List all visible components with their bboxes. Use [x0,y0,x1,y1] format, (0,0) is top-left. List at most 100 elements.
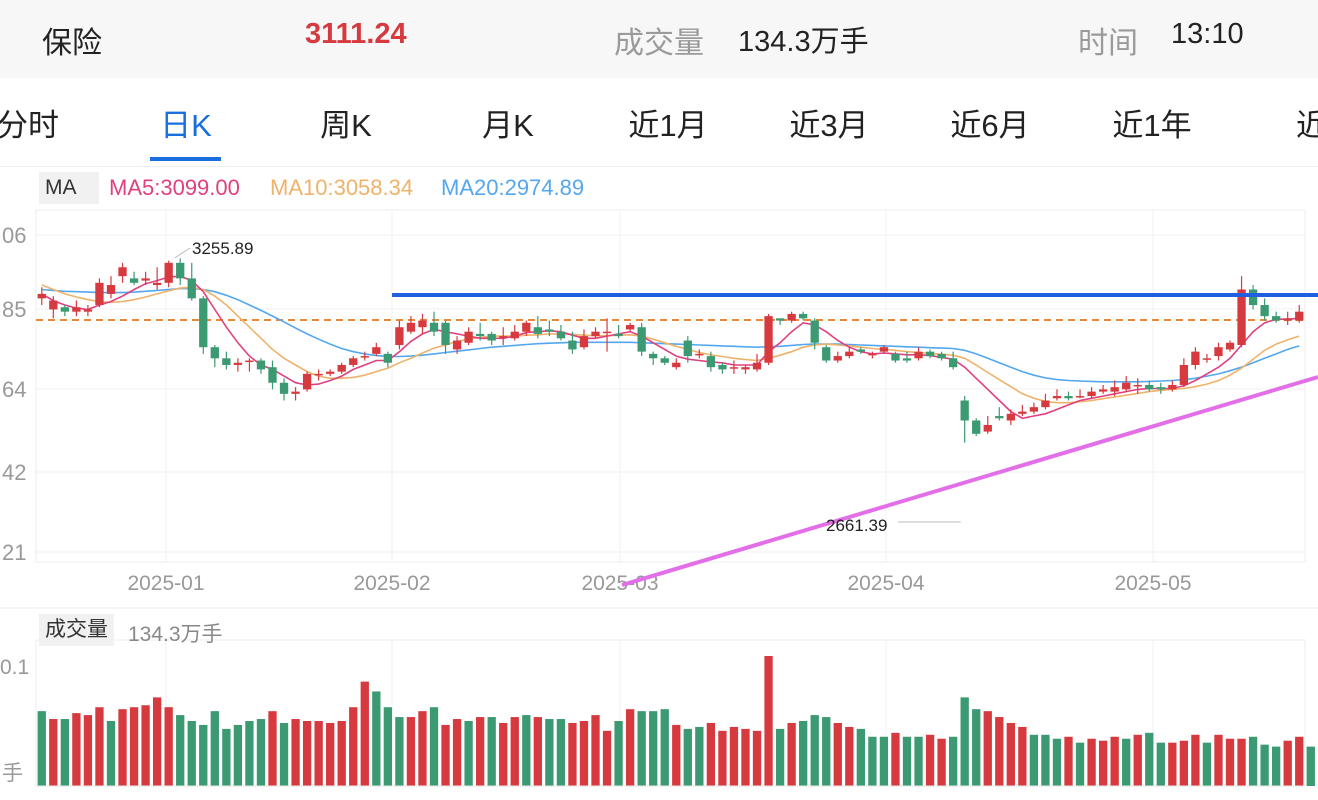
volume-bar [464,721,473,786]
candle-body [822,347,831,361]
candle-body [1214,347,1223,357]
low-annotation: 2661.39 [826,516,887,535]
tab-intraday[interactable]: 分时 [0,108,59,143]
tab-6-months[interactable]: 近6月 [950,108,1030,143]
tab-1-year[interactable]: 近1年 [1112,108,1192,143]
volume-bar [372,691,381,786]
candle-body [383,353,393,363]
candle-body [868,353,877,356]
candle-body [879,347,889,352]
tab-1-month[interactable]: 近1月 [628,108,708,143]
ma20-line [41,287,1300,383]
candle-body [683,340,692,357]
candle-body [1029,407,1039,412]
candle-body [464,331,473,343]
volume-bar [937,738,946,786]
volume-bar [1191,734,1200,786]
volume-bar [891,732,900,786]
volume-bar [660,709,669,786]
active-tab-indicator [150,157,221,161]
volume-bar [706,722,716,786]
candle-body [487,333,496,341]
tab-monthly-k[interactable]: 月K [482,108,534,143]
candle-body [845,351,854,357]
volume-bar [948,736,958,786]
candle-body [1098,389,1108,392]
volume-bar [233,724,243,786]
volume-bar [868,736,877,786]
candle-body [1225,342,1235,350]
volume-bar [925,734,935,786]
candle-body [1110,387,1119,392]
volume-bar [1283,740,1292,786]
volume-bar [210,711,219,786]
candle-body [568,340,577,350]
volume-bar [672,724,681,786]
volume-bar [649,711,658,786]
volume-bar [383,707,393,786]
candle-body [764,316,773,363]
candle-body [695,353,704,356]
candle-body [729,367,739,369]
x-tick-label: 2025-03 [581,572,658,595]
y-tick-label: 21 [2,540,26,565]
candle-body [914,351,923,359]
candle-body [187,278,196,299]
volume-bar [695,726,704,786]
volume-bar [614,721,623,786]
volume-bar [833,722,842,786]
tab-3-months[interactable]: 近3月 [789,108,869,143]
candle-body [1041,400,1050,408]
y-tick-label: 06 [2,223,26,248]
volume-bar [1225,738,1235,786]
price-plot-frame [35,209,1306,563]
candle-body [95,282,104,306]
volume-bar [245,721,254,786]
quote-header: 保险 3111.24 成交量 134.3万手 时间 13:10 [0,0,1318,78]
volume-bar [741,728,750,786]
candle-body [902,358,912,361]
candle-body [937,353,946,359]
volume-bar [845,726,854,786]
volume-bar [602,730,612,786]
volume-bar [499,722,508,786]
tab-weekly-k[interactable]: 周K [320,108,372,143]
index-name: 保险 [42,27,102,60]
volume-bar [176,715,185,786]
ma10-value: MA10:3058.34 [270,175,414,200]
volume-bar [314,721,323,786]
volume-bar [556,719,566,786]
candle-body [1122,382,1131,390]
volume-bar [475,717,485,786]
volume-panel-tag[interactable]: 成交量 [39,614,114,646]
volume-bar [418,711,427,786]
candle-body [948,358,958,368]
candle-body [302,373,312,390]
volume-bar [326,722,335,786]
candle-body [706,356,716,368]
candle-body [718,364,727,370]
candle-body [337,364,346,372]
volume-bar [106,721,116,786]
volume-bar [429,707,439,786]
x-tick-label: 2025-05 [1114,572,1191,595]
tab-daily-k[interactable]: 日K [160,108,212,143]
candle-body [83,309,93,312]
volume-bar [856,728,866,786]
ma-selector[interactable]: MA [39,172,99,204]
candle-body [372,347,381,354]
tab-3-years[interactable]: 近3 [1296,108,1318,143]
candle-body [429,322,439,332]
volume-bar [1006,722,1015,786]
index-price: 3111.24 [305,18,407,50]
candle-body [660,358,669,363]
candle-body [510,331,519,339]
candle-body [833,356,842,361]
volume-bar [1029,734,1039,786]
volume-bar [395,717,404,786]
candle-body [799,313,808,319]
volume-label: 成交量 [614,27,704,60]
candle-body [268,367,277,383]
volume-bar [625,709,635,786]
